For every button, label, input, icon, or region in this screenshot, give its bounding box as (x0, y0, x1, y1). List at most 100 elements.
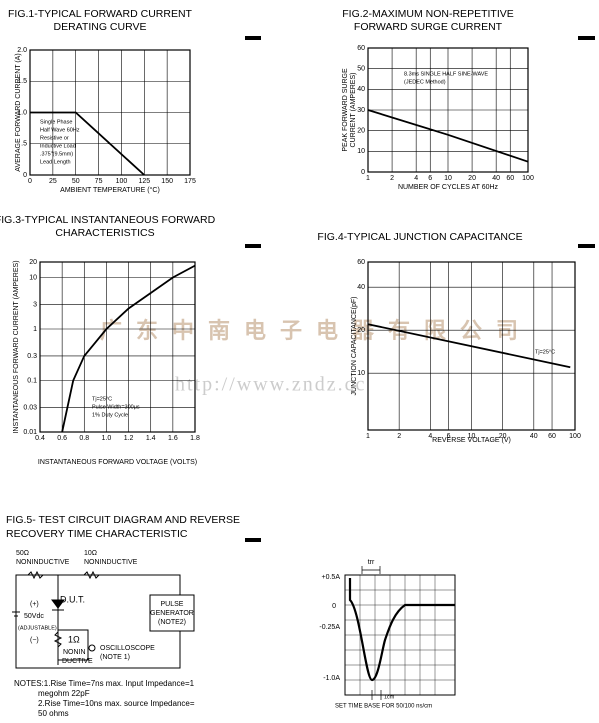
annotation: Tj=25°C (92, 396, 112, 402)
level-label: -1.0A (323, 675, 340, 682)
scope: (NOTE 1) (100, 654, 130, 661)
x-tick-label: 175 (184, 178, 196, 185)
x-tick-label: 40 (530, 433, 538, 440)
watermark: 广东中南电子电器有限公司 (100, 318, 532, 344)
chart-title: FIG.4-TYPICAL JUNCTION CAPACITANCE (317, 231, 522, 243)
x-tick-label: 60 (548, 433, 556, 440)
annotation: Resistive or (40, 135, 69, 141)
y-axis-label: CURRENT (AMPERES) (350, 73, 357, 148)
note: 2.Rise Time=10ns max. source Impedance= (38, 699, 195, 708)
chart-title: CHARACTERISTICS (55, 227, 154, 239)
data-line (30, 111, 145, 176)
x-tick-label: 1 (366, 433, 370, 440)
x-tick-label: 1.2 (124, 435, 134, 442)
x-tick-label: 10 (468, 433, 476, 440)
dut-label: D.U.T. (60, 594, 85, 604)
annotation: .375"(9.5mm) (40, 151, 73, 157)
y-tick-label: 50 (357, 66, 365, 73)
chart-title: FORWARD SURGE CURRENT (354, 21, 503, 33)
x-tick-label: 50 (72, 178, 80, 185)
chart-title: DERATING CURVE (54, 21, 147, 33)
r3-type: DUCTIVE (62, 658, 93, 665)
annotation: Lead Length (40, 159, 71, 165)
y-tick-label: 10 (357, 148, 365, 155)
y-tick-label: 0 (361, 169, 365, 176)
title-bar (578, 244, 595, 248)
level-label: -0.25A (319, 624, 340, 631)
chart-title: FIG.2-MAXIMUM NON-REPETITIVE (342, 8, 514, 20)
circuit (12, 570, 195, 669)
y-axis-label: INSTANTANEOUS FORWARD CURRENT (AMPERES) (13, 260, 20, 433)
x-tick-label: 0.8 (79, 435, 89, 442)
y-tick-label: 0.01 (23, 429, 37, 436)
y-tick-label: 10 (29, 274, 37, 281)
r3-label: 1Ω (68, 634, 80, 644)
x-axis-label: NUMBER OF CYCLES AT 60Hz (398, 184, 499, 191)
y-tick-label: .5 (21, 141, 27, 148)
annotation: 1% Duty Cycle (92, 412, 128, 418)
x-tick-label: 6 (447, 433, 451, 440)
x-tick-label: 60 (506, 175, 514, 182)
scale-label: 1cm (384, 694, 395, 700)
r2-label: 10Ω (84, 550, 97, 557)
chart-title: FIG.3-TYPICAL INSTANTANEOUS FORWARD (0, 214, 216, 226)
x-tick-label: 40 (492, 175, 500, 182)
adjustable: (ADJUSTABLE) (18, 625, 57, 631)
annotation: Inductive Load (40, 143, 76, 149)
x-tick-label: 6 (428, 175, 432, 182)
title-bar (245, 36, 261, 40)
plus: (+) (30, 601, 39, 608)
r1-label: 50Ω (16, 550, 29, 557)
y-tick-label: 30 (357, 107, 365, 114)
x-axis-label: AMBIENT TEMPERATURE (°C) (60, 186, 160, 194)
data-line (61, 264, 196, 433)
y-tick-label: 20 (29, 259, 37, 266)
y-tick-label: 20 (357, 128, 365, 135)
data-line (367, 323, 571, 369)
x-tick-label: 1 (366, 175, 370, 182)
level-label: 0 (332, 603, 336, 610)
x-tick-label: 1.8 (190, 435, 200, 442)
note: megohm 22pF (38, 689, 90, 698)
y-axis-label: AVERAGE FORWARD CURRENT (A) (15, 53, 22, 171)
fig5-title: RECOVERY TIME CHARACTERISTIC (6, 528, 188, 540)
x-axis-label: REVERSE VOLTAGE (V) (432, 437, 511, 444)
x-tick-label: 100 (522, 175, 534, 182)
x-tick-label: 0.6 (57, 435, 67, 442)
y-tick-label: 0.1 (27, 377, 37, 384)
y-axis-label: JUNCTION CAPACITANCE(pF) (351, 297, 358, 396)
x-tick-label: 0.4 (35, 435, 45, 442)
level-label: +0.5A (322, 574, 341, 581)
title-bar (245, 244, 261, 248)
title-bar (578, 36, 595, 40)
watermark: http://www.zndz.cc (175, 374, 366, 396)
annotation: Single Phase (40, 119, 72, 125)
r3-type: NONIN (63, 649, 86, 656)
annotation: Half Wave 60Hz (40, 127, 80, 133)
y-tick-label: 3 (33, 301, 37, 308)
x-tick-label: 10 (444, 175, 452, 182)
chart: FIG.3-TYPICAL INSTANTANEOUS FORWARDCHARA… (0, 214, 216, 466)
y-tick-label: 40 (357, 86, 365, 93)
y-tick-label: 2.0 (17, 47, 27, 54)
x-tick-label: 1.6 (168, 435, 178, 442)
r2-type: NONINDUCTIVE (84, 559, 138, 566)
x-tick-label: 1.4 (146, 435, 156, 442)
x-tick-label: 1.0 (102, 435, 112, 442)
annotation: 8.3ms SINGLE HALF SINE-WAVE (404, 71, 488, 77)
annotation: Tj=25°C (535, 349, 555, 355)
x-tick-label: 0 (28, 178, 32, 185)
generator: (NOTE2) (158, 619, 186, 626)
fig5-title: FIG.5- TEST CIRCUIT DIAGRAM AND REVERSE (6, 514, 240, 526)
generator: PULSE (161, 601, 184, 608)
minus: (−) (30, 637, 39, 644)
y-tick-label: 0.03 (23, 404, 37, 411)
trr-label: trr (368, 559, 375, 566)
x-tick-label: 20 (468, 175, 476, 182)
annotation: Pulse Width=300μs (92, 404, 140, 410)
scope: OSCILLOSCOPE (100, 645, 155, 652)
x-tick-label: 100 (569, 433, 581, 440)
